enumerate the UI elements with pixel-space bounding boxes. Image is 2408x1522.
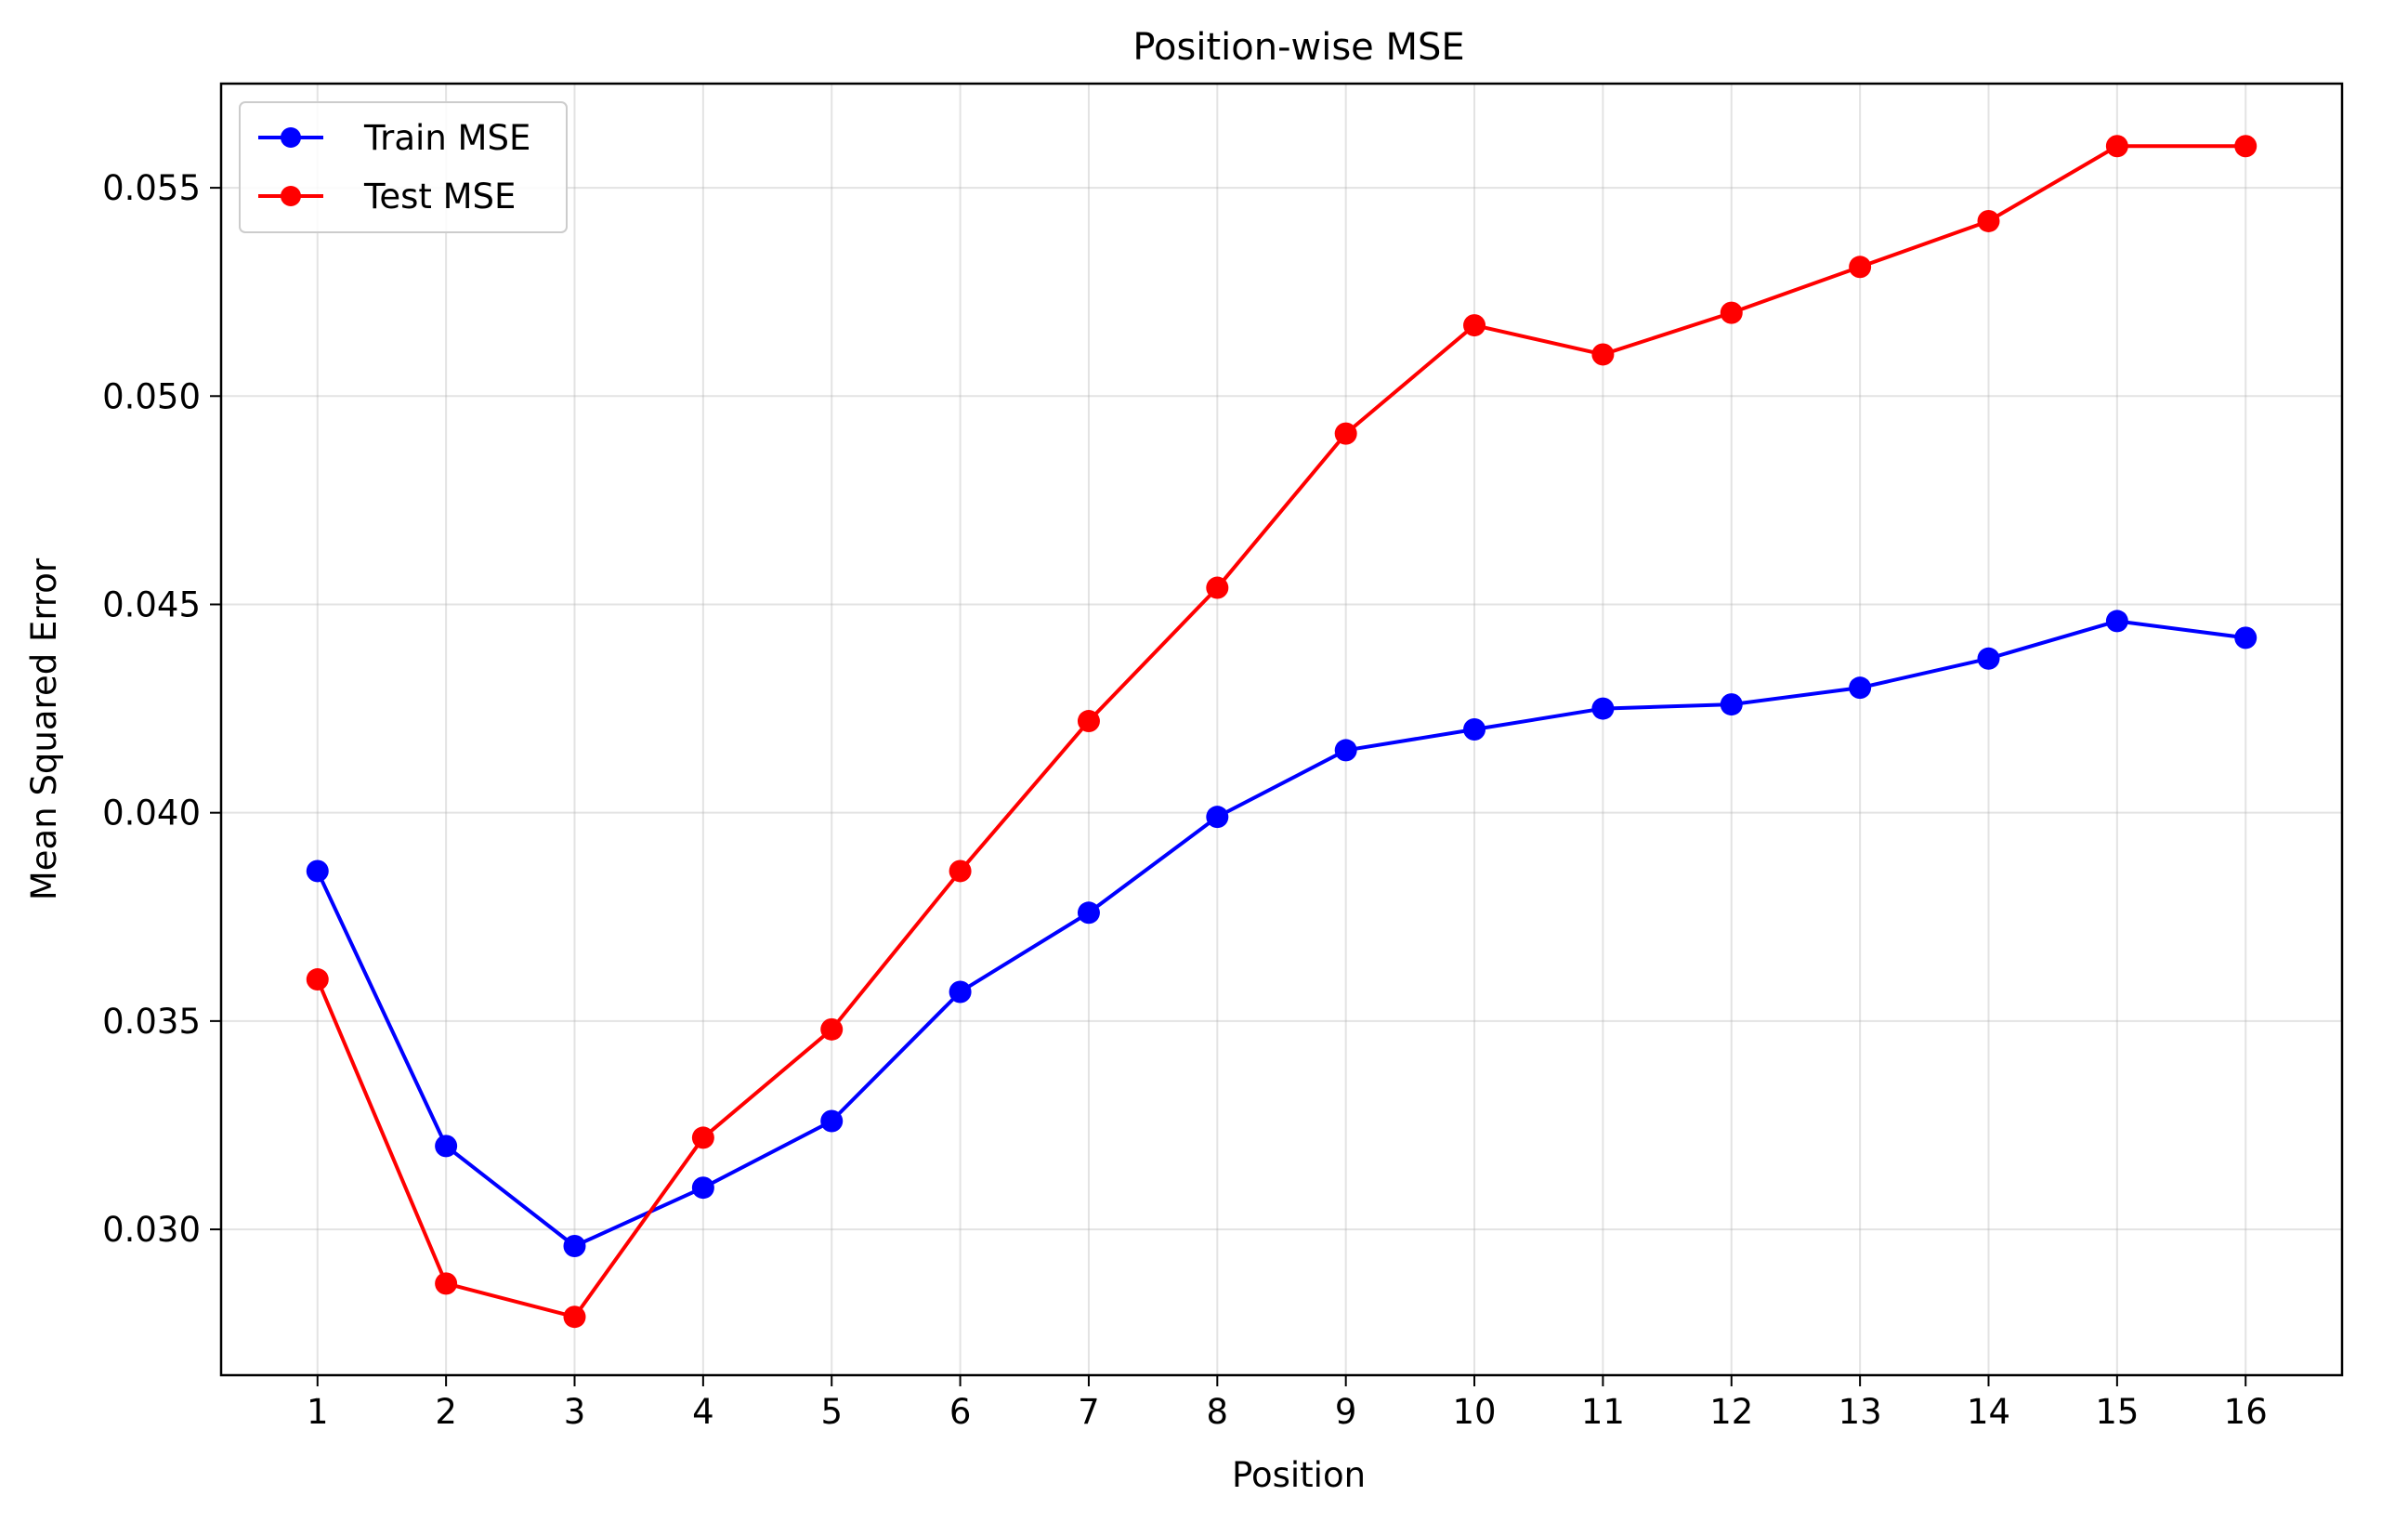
x-tick-label: 11 (1581, 1392, 1625, 1432)
x-tick-label: 3 (564, 1392, 586, 1432)
x-tick-label: 13 (1839, 1392, 1882, 1432)
x-tick-label: 7 (1078, 1392, 1100, 1432)
legend-frame (239, 101, 568, 233)
x-tick-label: 15 (2095, 1392, 2139, 1432)
data-point (2234, 626, 2258, 649)
x-tick-label: 8 (1207, 1392, 1229, 1432)
legend-test-marker (281, 186, 301, 206)
data-point (306, 859, 329, 883)
data-point (1977, 647, 2000, 670)
plot-area-frame (219, 82, 2344, 1377)
data-point (1206, 806, 1229, 829)
data-point (2105, 610, 2128, 633)
x-tick-label: 5 (820, 1392, 843, 1432)
y-tick-label: 0.040 (102, 794, 201, 833)
data-point (306, 968, 329, 991)
data-point (1977, 209, 2000, 232)
data-point (1334, 422, 1357, 445)
y-tick-label: 0.045 (102, 584, 201, 624)
data-point (1206, 576, 1229, 599)
data-point (435, 1272, 458, 1295)
y-tick-label: 0.030 (102, 1210, 201, 1250)
x-axis-ticks: 1 2 3 4 5 6 7 8 9 10 11 12 13 14 15 16 (307, 1375, 2268, 1432)
x-tick-label: 1 (307, 1392, 329, 1432)
data-point (1591, 697, 1615, 720)
x-tick-label: 2 (435, 1392, 457, 1432)
data-point (1077, 710, 1100, 733)
y-tick-label: 0.035 (102, 1002, 201, 1042)
series-line (315, 144, 2246, 1319)
data-point (563, 1235, 586, 1257)
data-point (1849, 256, 1872, 279)
data-point (820, 1109, 844, 1133)
data-point (2234, 135, 2258, 158)
legend-train-marker (281, 127, 301, 148)
legend-train-label: Train MSE (363, 118, 530, 158)
data-point (1077, 901, 1100, 925)
x-tick-label: 12 (1709, 1392, 1753, 1432)
data-point (949, 859, 972, 883)
x-tick-label: 4 (692, 1392, 714, 1432)
x-tick-label: 10 (1452, 1392, 1496, 1432)
y-axis-label: Mean Squared Error (24, 558, 64, 900)
data-point (1849, 676, 1872, 700)
x-tick-label: 14 (1967, 1392, 2010, 1432)
data-point (1334, 739, 1357, 762)
y-axis-ticks: 0.030 0.035 0.040 0.045 0.050 0.055 (102, 168, 221, 1250)
data-point (1720, 301, 1743, 324)
data-point (820, 1017, 844, 1041)
data-point (949, 980, 972, 1004)
data-point (691, 1126, 714, 1149)
series-train-mse (306, 610, 2258, 1257)
x-tick-label: 6 (949, 1392, 972, 1432)
series-line (315, 619, 2246, 1248)
chart-title: Position-wise MSE (1132, 26, 1464, 69)
data-point (2105, 135, 2128, 158)
series-test-mse (306, 135, 2258, 1329)
data-point (563, 1306, 586, 1329)
data-point (691, 1176, 714, 1200)
legend: Train MSE Test MSE (239, 101, 568, 233)
legend-test-label: Test MSE (363, 177, 516, 216)
data-point (1463, 718, 1486, 741)
x-axis-label: Position (1232, 1455, 1366, 1495)
y-tick-label: 0.050 (102, 376, 201, 416)
data-point (1720, 693, 1743, 716)
data-point (1463, 314, 1486, 337)
data-point (435, 1135, 458, 1158)
plot-series (306, 135, 2258, 1329)
x-tick-label: 9 (1335, 1392, 1357, 1432)
x-tick-label: 16 (2224, 1392, 2268, 1432)
data-point (1591, 343, 1615, 366)
y-tick-label: 0.055 (102, 168, 201, 208)
